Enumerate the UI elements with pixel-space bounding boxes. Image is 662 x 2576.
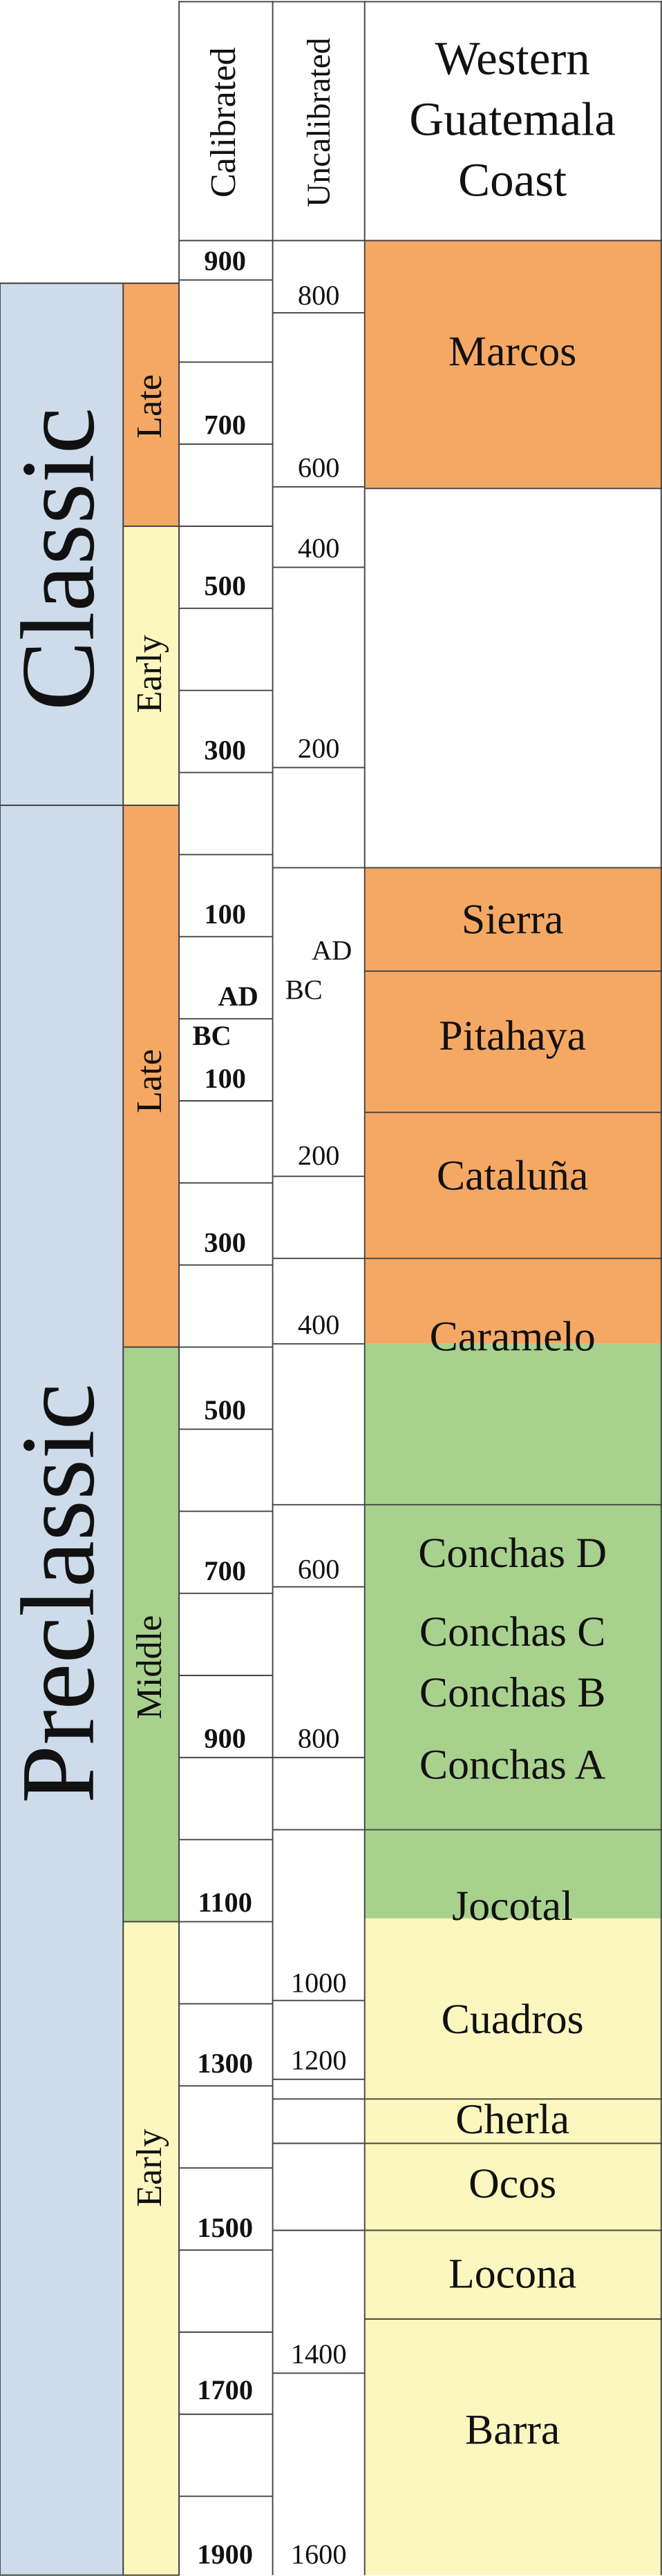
uncalibrated-label: 800	[298, 1722, 340, 1753]
preclassic-band	[0, 805, 124, 2576]
phase-band	[364, 1343, 662, 1919]
calibrated-label: 100	[204, 898, 246, 930]
calibrated-label: 300	[204, 734, 246, 765]
calibrated-header: Calibrated	[203, 47, 243, 198]
phase-band	[364, 240, 662, 489]
backgrounds	[0, 240, 662, 2576]
phase-label: Cherla	[455, 2096, 569, 2143]
calibrated-label: AD	[218, 981, 258, 1012]
calibrated-label: 500	[204, 570, 246, 602]
phase-label: Conchas C	[419, 1608, 605, 1655]
region-header: Guatemala	[409, 93, 616, 145]
calibrated-label: 700	[204, 1555, 246, 1586]
phase-label: Sierra	[462, 896, 564, 943]
calibrated-label: 500	[204, 1394, 246, 1425]
region-header: Coast	[458, 153, 567, 206]
phase-label: Marcos	[448, 328, 576, 375]
calibrated-label: 1300	[197, 2048, 253, 2079]
phase-label: Conchas D	[418, 1530, 607, 1577]
phase-label: Ocos	[469, 2160, 556, 2207]
uncalibrated-label: 200	[298, 733, 340, 764]
uncalibrated-label: 800	[298, 280, 340, 311]
classic-band	[0, 282, 124, 807]
uncalibrated-label: 1600	[291, 2539, 347, 2570]
period-label: Classic	[0, 407, 116, 711]
uncalibrated-label: 600	[298, 452, 340, 483]
calibrated-label: 900	[204, 245, 246, 276]
uncalibrated-label: 1400	[291, 2338, 347, 2370]
calibrated-label: 1100	[198, 1887, 252, 1918]
calibrated-label: 100	[204, 1063, 246, 1094]
uncalibrated-label: 1200	[291, 2044, 347, 2075]
region-header: Western	[435, 32, 590, 84]
uncalibrated-label: AD	[312, 934, 352, 965]
phase-label: Barra	[465, 2406, 560, 2453]
calibrated-label: 700	[204, 410, 246, 441]
phase-label: Cuadros	[442, 1996, 584, 2043]
early-preclassic-band	[122, 1921, 180, 2576]
subperiod-label: Late	[129, 374, 169, 439]
subperiod-label: Middle	[129, 1615, 169, 1720]
calibrated-label: BC	[193, 1020, 231, 1051]
uncalibrated-label: 400	[298, 1309, 340, 1340]
phase-band	[364, 867, 662, 1344]
calibrated-label: 1700	[197, 2374, 253, 2405]
uncalibrated-label: 600	[298, 1554, 340, 1585]
phase-label: Conchas A	[419, 1742, 606, 1789]
uncalibrated-label: 200	[298, 1140, 340, 1171]
calibrated-label: 300	[204, 1227, 246, 1258]
calibrated-label: 900	[204, 1722, 246, 1753]
subperiod-label: Early	[129, 2129, 169, 2207]
subperiod-label: Late	[129, 1049, 169, 1113]
uncalibrated-label: BC	[285, 974, 323, 1005]
period-label: Preclassic	[0, 1383, 116, 1803]
early-classic-band	[122, 526, 180, 807]
uncalibrated-label: 1000	[291, 1968, 347, 1999]
late-classic-band	[122, 282, 180, 527]
phase-label: Caramelo	[430, 1313, 596, 1360]
uncalibrated-label: 400	[298, 532, 340, 564]
phase-label: Conchas B	[419, 1669, 605, 1716]
labels: Calibrated Uncalibrated Western Guatemal…	[0, 32, 616, 2569]
uncalibrated-header: Uncalibrated	[301, 37, 337, 207]
phase-label: Jocotal	[452, 1883, 573, 1930]
phase-label: Pitahaya	[439, 1012, 586, 1059]
phase-label: Cataluña	[437, 1152, 589, 1199]
calibrated-label: 1500	[197, 2212, 253, 2243]
subperiod-label: Early	[129, 635, 169, 713]
calibrated-label: 1900	[197, 2539, 253, 2570]
phase-label: Locona	[448, 2251, 576, 2298]
phase-band	[364, 1918, 662, 2575]
